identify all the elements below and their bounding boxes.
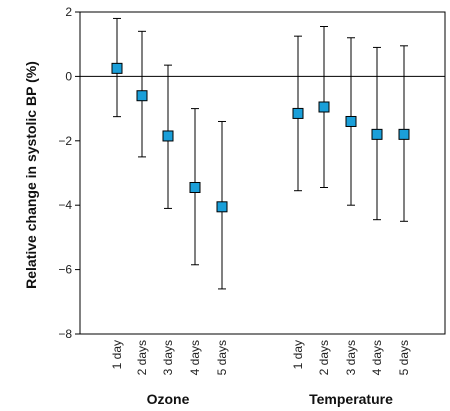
data-point xyxy=(216,201,228,213)
x-tick-label: 1 day xyxy=(291,340,305,369)
y-tick-label: −4 xyxy=(58,198,72,212)
y-axis-label: Relative change in systolic BP (%) xyxy=(23,61,39,289)
x-tick-label: 4 days xyxy=(188,340,202,375)
x-tick-label: 4 days xyxy=(370,340,384,375)
data-point xyxy=(371,128,383,140)
data-point xyxy=(398,128,410,140)
data-point xyxy=(345,115,357,127)
y-tick-label: −6 xyxy=(58,263,72,277)
data-point xyxy=(162,130,174,142)
x-tick-label: 3 days xyxy=(161,340,175,375)
y-tick-label: −2 xyxy=(58,134,72,148)
y-tick-label: 0 xyxy=(65,69,72,83)
x-tick-label: 5 days xyxy=(397,340,411,375)
group-label: Ozone xyxy=(147,391,190,407)
x-tick-label: 2 days xyxy=(135,340,149,375)
data-point xyxy=(318,101,330,113)
data-point xyxy=(136,90,148,102)
x-tick-label: 5 days xyxy=(215,340,229,375)
data-point xyxy=(292,107,304,119)
y-tick-label: 2 xyxy=(65,5,72,19)
plot-frame xyxy=(79,11,446,335)
x-tick-label: 3 days xyxy=(344,340,358,375)
y-tick-label: −8 xyxy=(58,327,72,341)
data-point xyxy=(111,62,123,74)
x-tick-label: 2 days xyxy=(317,340,331,375)
data-point xyxy=(189,181,201,193)
group-label: Temperature xyxy=(309,391,393,407)
x-tick-label: 1 day xyxy=(110,340,124,369)
